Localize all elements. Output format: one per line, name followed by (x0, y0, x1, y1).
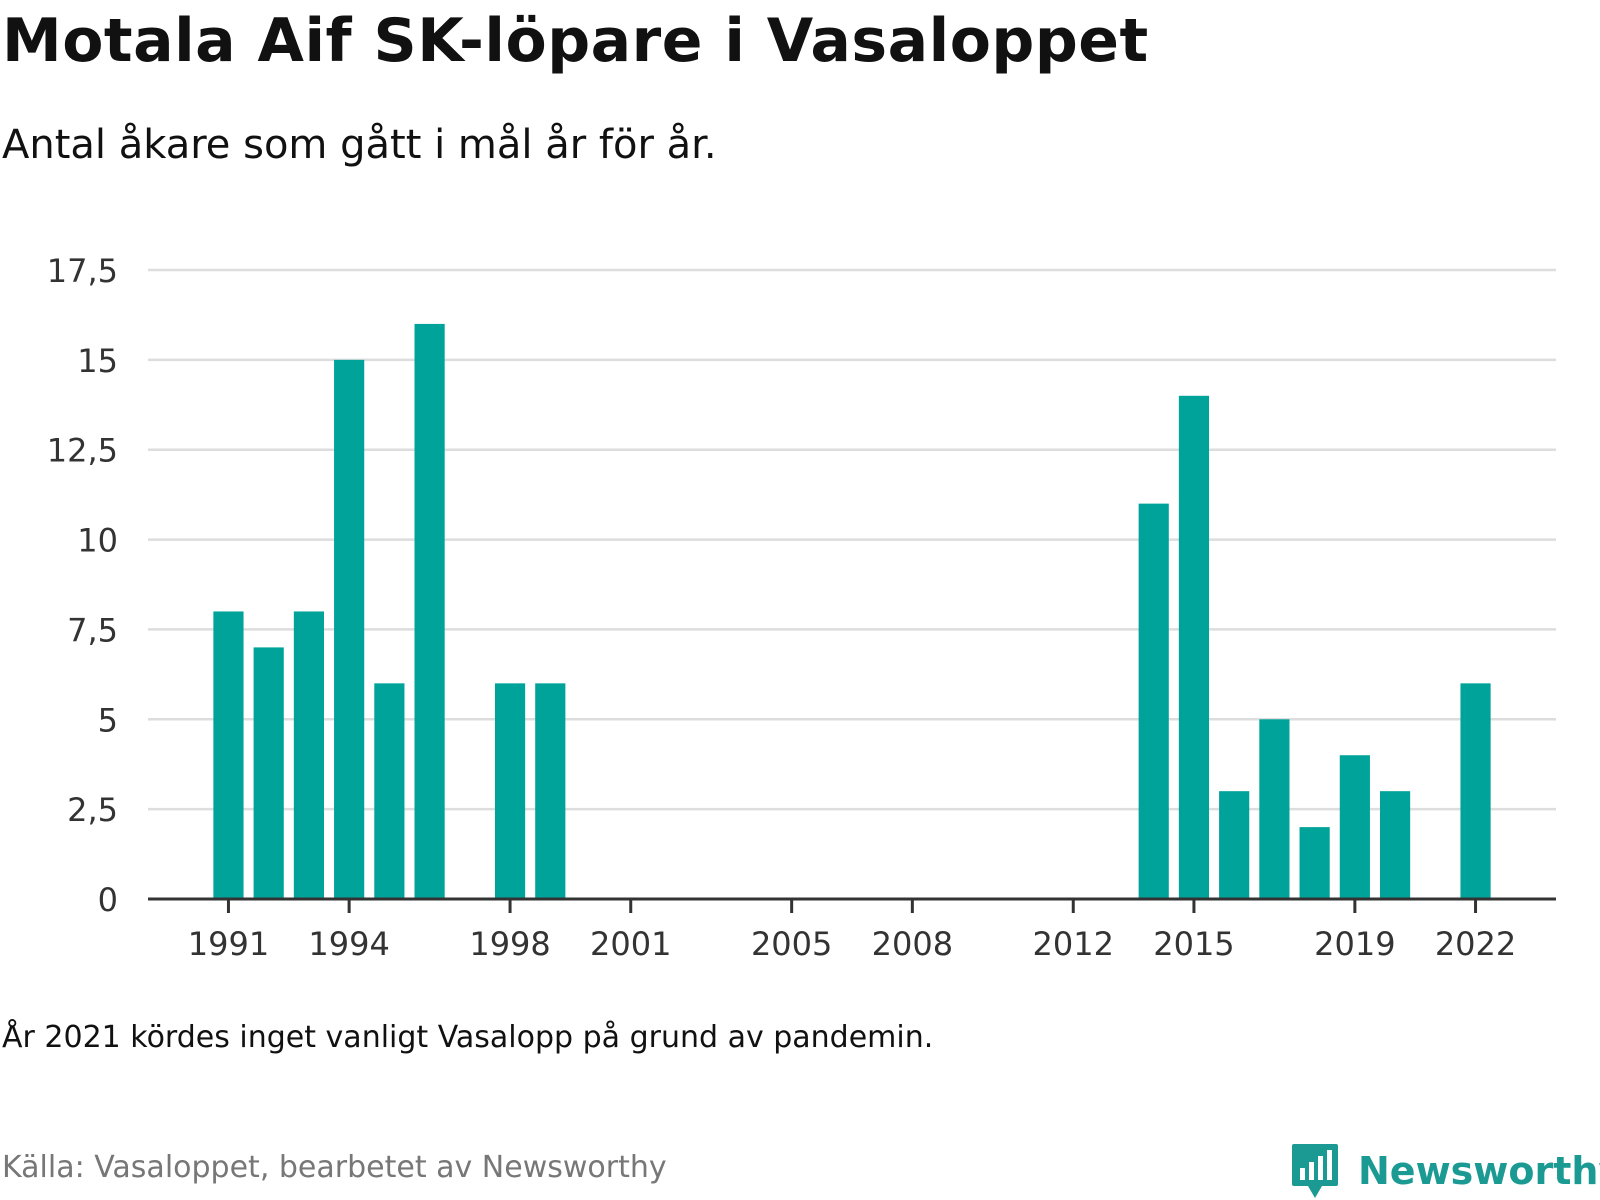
brand-name: Newsworthy (1358, 1149, 1600, 1193)
bar-1994 (334, 359, 365, 899)
y-tick-label: 0 (98, 881, 118, 919)
x-tick-label: 2015 (1153, 925, 1234, 963)
bar-chart-speech-bubble-icon (1292, 1144, 1338, 1198)
bar-1998 (494, 683, 526, 899)
bar-1996 (414, 323, 445, 899)
y-tick-label: 17,5 (47, 252, 118, 290)
brand-logo[interactable]: Newsworthy (1290, 1142, 1600, 1200)
bar-1995 (374, 683, 405, 899)
x-tick-label: 2019 (1314, 925, 1395, 963)
y-tick-label: 7,5 (67, 611, 118, 649)
x-tick-label: 2001 (590, 925, 671, 963)
bar-2018 (1299, 827, 1330, 899)
x-tick-label: 1994 (308, 925, 389, 963)
x-axis-labels: 1991 1994 1998 2001 2005 2008 2012 2015 2019 2022 (188, 925, 1517, 963)
x-tick-label: 2005 (751, 925, 832, 963)
bar-2014 (1138, 503, 1169, 899)
bar-2017 (1259, 719, 1290, 899)
x-tick-label: 2012 (1033, 925, 1114, 963)
bars (213, 323, 1491, 899)
bar-chart: 0 2,5 5 7,5 10 12,5 15 17,5 1991 1994 1998 2001 200… (47, 252, 1556, 963)
x-tick-label: 1998 (469, 925, 550, 963)
x-tick-label: 2022 (1435, 925, 1516, 963)
bar-2015 (1178, 395, 1210, 899)
bar-2016 (1219, 791, 1250, 899)
y-tick-label: 5 (98, 701, 118, 739)
chart-title: Motala Aif SK-löpare i Vasaloppet (2, 6, 1149, 76)
x-axis (148, 897, 1556, 913)
chart-subtitle: Antal åkare som gått i mål år för år. (2, 122, 717, 168)
x-tick-label: 1991 (188, 925, 269, 963)
bar-2020 (1380, 791, 1411, 899)
y-tick-label: 10 (77, 522, 118, 560)
y-tick-label: 2,5 (67, 791, 118, 829)
footnote: År 2021 kördes inget vanligt Vasalopp på… (2, 1020, 934, 1055)
bar-1991 (213, 611, 244, 899)
bar-2019 (1339, 755, 1370, 899)
y-axis-labels: 0 2,5 5 7,5 10 12,5 15 17,5 (47, 252, 118, 919)
y-tick-label: 12,5 (47, 432, 118, 470)
bar-2022 (1460, 683, 1491, 899)
bar-1993 (293, 611, 324, 899)
bar-1992 (253, 647, 284, 899)
x-tick-label: 2008 (872, 925, 953, 963)
source-credit: Källa: Vasaloppet, bearbetet av Newswort… (2, 1150, 667, 1185)
y-tick-label: 15 (77, 342, 118, 380)
bar-1999 (535, 683, 566, 899)
